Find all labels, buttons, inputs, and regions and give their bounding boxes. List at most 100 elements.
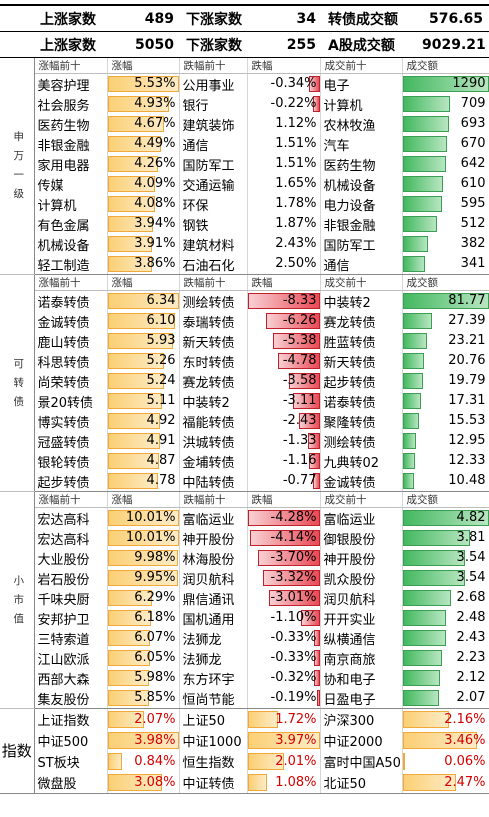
volume-name: 协和电子 — [320, 668, 403, 688]
gainer-change-cell: 3.94% — [107, 214, 180, 234]
index-name: ST板块 — [34, 751, 108, 772]
gainer-name: 宏达高科 — [34, 507, 108, 528]
loser-change-cell: -3.70% — [247, 548, 321, 568]
volume-cell: 17.31 — [402, 391, 489, 411]
section-title-char: 级 — [13, 188, 25, 200]
index-name: 中证2000 — [320, 730, 403, 751]
loser-change-cell: -5.38 — [247, 331, 321, 351]
index-change-value: 0.84% — [134, 753, 176, 769]
table-row: 银轮转债 4.87 金埔转债 -1.16 九典转02 12.33 — [0, 451, 489, 471]
gainer-change-value: 4.93% — [134, 96, 176, 111]
gainer-change-value: 3.91% — [134, 236, 176, 251]
volume-name: 纵横通信 — [320, 628, 403, 648]
loser-change-cell: -1.10% — [247, 608, 321, 628]
gainer-change-value: 4.91 — [146, 433, 176, 448]
loser-change-value: -0.33% — [270, 650, 317, 665]
gainer-name: 非银金融 — [34, 134, 108, 154]
up-count-label: 上涨家数 — [34, 31, 112, 58]
gainer-change-bar — [107, 313, 175, 329]
volume-name: 胜蓝转债 — [320, 331, 403, 351]
volume-cell: 19.79 — [402, 371, 489, 391]
gainer-change-bar — [107, 236, 153, 252]
loser-name: 石油石化 — [179, 254, 248, 275]
table-row: 美容护理 5.53% 公用事业 -0.34% 电子 1290 — [0, 73, 489, 94]
gainer-change-cell: 4.67% — [107, 114, 180, 134]
table-row: 起步转债 4.78 中陆转债 -0.77 金诚转债 10.48 — [0, 471, 489, 492]
loser-change-value: -1.33 — [282, 433, 317, 448]
volume-value: 693 — [460, 116, 486, 131]
gainer-name: 宏达高科 — [34, 528, 108, 548]
index-change-cell: 3.08% — [107, 772, 180, 794]
gainer-name: 有色金属 — [34, 214, 108, 234]
loser-change-bar — [314, 670, 319, 686]
volume-name: 起步转债 — [320, 371, 403, 391]
table-row: 非银金融 4.49% 通信 1.51% 汽车 670 — [0, 134, 489, 154]
table-row: 传媒 4.09% 交通运输 1.65% 机械设备 610 — [0, 174, 489, 194]
volume-bar — [402, 510, 488, 526]
loser-name: 润贝航科 — [179, 568, 248, 588]
gainer-name: 美容护理 — [34, 73, 108, 94]
table-row: 科思转债 5.26 东时转债 -4.78 新天转债 20.76 — [0, 351, 489, 371]
loser-name: 交通运输 — [179, 174, 248, 194]
gainer-change-cell: 6.18% — [107, 608, 180, 628]
volume-value: 12.33 — [448, 453, 486, 468]
volume-cell: 10.48 — [402, 471, 489, 492]
summary-row: 上涨家数 5050 下涨家数 255 A股成交额 9029.21 — [0, 31, 489, 58]
loser-change-value: -2.43 — [282, 413, 317, 428]
gainer-change-cell: 4.26% — [107, 154, 180, 174]
gainer-change-bar — [107, 650, 151, 666]
gainer-change-cell: 3.86% — [107, 254, 180, 275]
loser-name: 钢铁 — [179, 214, 248, 234]
table-row: 家用电器 4.26% 国防军工 1.51% 医药生物 642 — [0, 154, 489, 174]
rankings-table: 申万一级涨幅前十 涨幅 跌幅前十 跌幅 成交前十 成交额 美容护理 5.53% 公用事业 -0.3… — [0, 58, 489, 794]
index-row: ST板块 0.84% 恒生指数 2.01% 富时中国A50 0.06% — [0, 751, 489, 772]
gainer-change-value: 9.98% — [134, 550, 176, 565]
loser-name: 建筑材料 — [179, 234, 248, 254]
volume-bar — [402, 96, 450, 112]
loser-change-cell: 1.65% — [247, 174, 321, 194]
gainer-name: 尚荣转债 — [34, 371, 108, 391]
loser-change-cell: 1.51% — [247, 134, 321, 154]
volume-name: 赛龙转债 — [320, 311, 403, 331]
volume-cell: 3.54 — [402, 548, 489, 568]
volume-cell: 27.39 — [402, 311, 489, 331]
index-change-bar — [247, 774, 267, 791]
volume-name: 凯众股份 — [320, 568, 403, 588]
column-header: 跌幅 — [247, 491, 321, 508]
column-header: 跌幅前十 — [179, 274, 248, 291]
down-count-label: 下涨家数 — [180, 31, 262, 58]
gainer-change-value: 4.78 — [146, 473, 176, 488]
loser-change-cell: -0.33% — [247, 628, 321, 648]
loser-change-value: -4.78 — [282, 353, 317, 368]
loser-change-cell: -4.28% — [247, 507, 321, 528]
gainer-change-cell: 3.91% — [107, 234, 180, 254]
column-header: 跌幅 — [247, 274, 321, 291]
volume-cell: 12.33 — [402, 451, 489, 471]
index-name: 中证转债 — [179, 772, 248, 794]
index-row: 指数 上证指数 2.07% 上证50 1.72% 沪深300 2.16% — [0, 708, 489, 794]
column-header: 跌幅前十 — [179, 58, 248, 74]
volume-name: 御银股份 — [320, 528, 403, 548]
loser-name: 法狮龙 — [179, 628, 248, 648]
loser-change-cell: -4.78 — [247, 351, 321, 371]
column-header: 成交额 — [402, 274, 489, 291]
loser-name: 公用事业 — [179, 73, 248, 94]
loser-change-value: -1.16 — [282, 453, 317, 468]
section-title-char: 一 — [13, 169, 25, 181]
gainer-change-value: 5.11 — [146, 393, 176, 408]
loser-change-value: 1.12% — [275, 116, 317, 131]
loser-change-bar — [300, 610, 319, 626]
volume-bar — [402, 393, 421, 409]
volume-bar — [402, 433, 417, 449]
volume-name: 开开实业 — [320, 608, 403, 628]
volume-value: 23.21 — [448, 333, 486, 348]
gainer-change-bar — [107, 453, 160, 469]
loser-change-value: -0.77 — [282, 473, 317, 488]
index-change-bar — [402, 774, 456, 791]
loser-change-cell: 2.43% — [247, 234, 321, 254]
loser-change-bar — [309, 453, 319, 469]
table-row: 博实转债 4.92 福能转债 -2.43 聚隆转债 15.53 — [0, 411, 489, 431]
index-change-bar — [402, 753, 406, 770]
gainer-change-value: 9.95% — [134, 570, 176, 585]
volume-name: 金诚转债 — [320, 471, 403, 492]
